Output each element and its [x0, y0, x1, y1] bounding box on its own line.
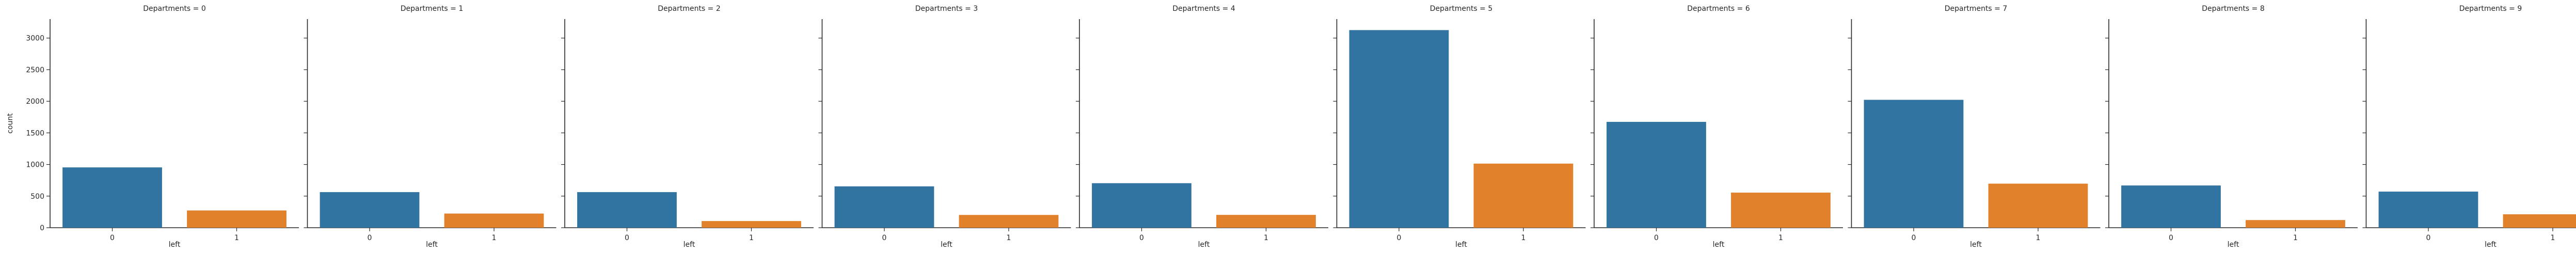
y-tick-label-5: 2500: [26, 66, 44, 74]
y-axis-label: count: [6, 113, 14, 134]
x-tick-label-6-1: 1: [1778, 234, 1783, 242]
facet-title-5: Departments = 5: [1430, 5, 1493, 13]
bar-3-0: [834, 186, 934, 228]
x-tick-label-1-0: 0: [368, 234, 372, 242]
bar-8-1: [2246, 220, 2345, 228]
x-tick-label-8-1: 1: [2293, 234, 2298, 242]
y-tick-label-2: 1000: [26, 161, 44, 169]
x-tick-label-2-1: 1: [749, 234, 754, 242]
facet-title-1: Departments = 1: [401, 5, 464, 13]
x-tick-label-9-0: 0: [2426, 234, 2431, 242]
x-tick-label-4-1: 1: [1264, 234, 1268, 242]
x-axis-label-9: left: [2485, 241, 2497, 249]
x-tick-label-0-1: 1: [234, 234, 239, 242]
x-tick-label-1-1: 1: [492, 234, 497, 242]
bar-2-0: [577, 192, 677, 228]
x-tick-label-2-0: 0: [625, 234, 629, 242]
x-axis-label-2: left: [683, 241, 695, 249]
bar-4-0: [1092, 183, 1191, 228]
bar-1-0: [320, 192, 420, 228]
bar-6-1: [1731, 193, 1831, 228]
x-tick-label-0-0: 0: [110, 234, 115, 242]
y-tick-label-4: 2000: [26, 98, 44, 106]
bar-5-1: [1473, 163, 1573, 228]
facet-title-8: Departments = 8: [2202, 5, 2265, 13]
facet-title-7: Departments = 7: [1945, 5, 2008, 13]
y-tick-label-0: 0: [40, 224, 44, 232]
facet-title-3: Departments = 3: [915, 5, 978, 13]
bar-2-1: [702, 221, 801, 228]
facet-title-9: Departments = 9: [2459, 5, 2522, 13]
x-tick-label-7-0: 0: [1912, 234, 1916, 242]
bar-1-1: [444, 213, 544, 228]
x-axis-label-5: left: [1455, 241, 1467, 249]
x-tick-label-8-0: 0: [2169, 234, 2173, 242]
bar-8-0: [2121, 185, 2221, 228]
x-axis-label-7: left: [1970, 241, 1982, 249]
x-axis-label-6: left: [1713, 241, 1725, 249]
x-tick-label-9-1: 1: [2551, 234, 2555, 242]
bar-3-1: [959, 215, 1059, 228]
y-tick-label-1: 500: [30, 193, 44, 201]
x-tick-label-5-1: 1: [1521, 234, 1526, 242]
x-tick-label-3-1: 1: [1007, 234, 1011, 242]
bar-5-0: [1349, 30, 1449, 228]
x-axis-label-8: left: [2228, 241, 2239, 249]
x-axis-label-3: left: [941, 241, 952, 249]
bar-4-1: [1216, 215, 1316, 228]
facet-title-6: Departments = 6: [1687, 5, 1750, 13]
bar-9-1: [2503, 214, 2576, 228]
x-axis-label-0: left: [169, 241, 181, 249]
x-axis-label-4: left: [1198, 241, 1210, 249]
bar-9-0: [2378, 192, 2478, 228]
bar-0-1: [187, 210, 287, 228]
x-tick-label-3-0: 0: [882, 234, 887, 242]
x-tick-label-4-0: 0: [1139, 234, 1144, 242]
x-axis-label-1: left: [426, 241, 438, 249]
bar-7-0: [1864, 100, 1964, 228]
facet-title-4: Departments = 4: [1172, 5, 1235, 13]
facet-title-0: Departments = 0: [143, 5, 206, 13]
bar-0-0: [62, 167, 162, 228]
y-tick-label-3: 1500: [26, 129, 44, 137]
x-tick-label-5-0: 0: [1397, 234, 1402, 242]
bar-6-0: [1607, 122, 1706, 228]
y-tick-label-6: 3000: [26, 35, 44, 43]
bar-7-1: [1988, 183, 2088, 228]
x-tick-label-6-0: 0: [1654, 234, 1659, 242]
facet-title-2: Departments = 2: [658, 5, 721, 13]
x-tick-label-7-1: 1: [2036, 234, 2041, 242]
